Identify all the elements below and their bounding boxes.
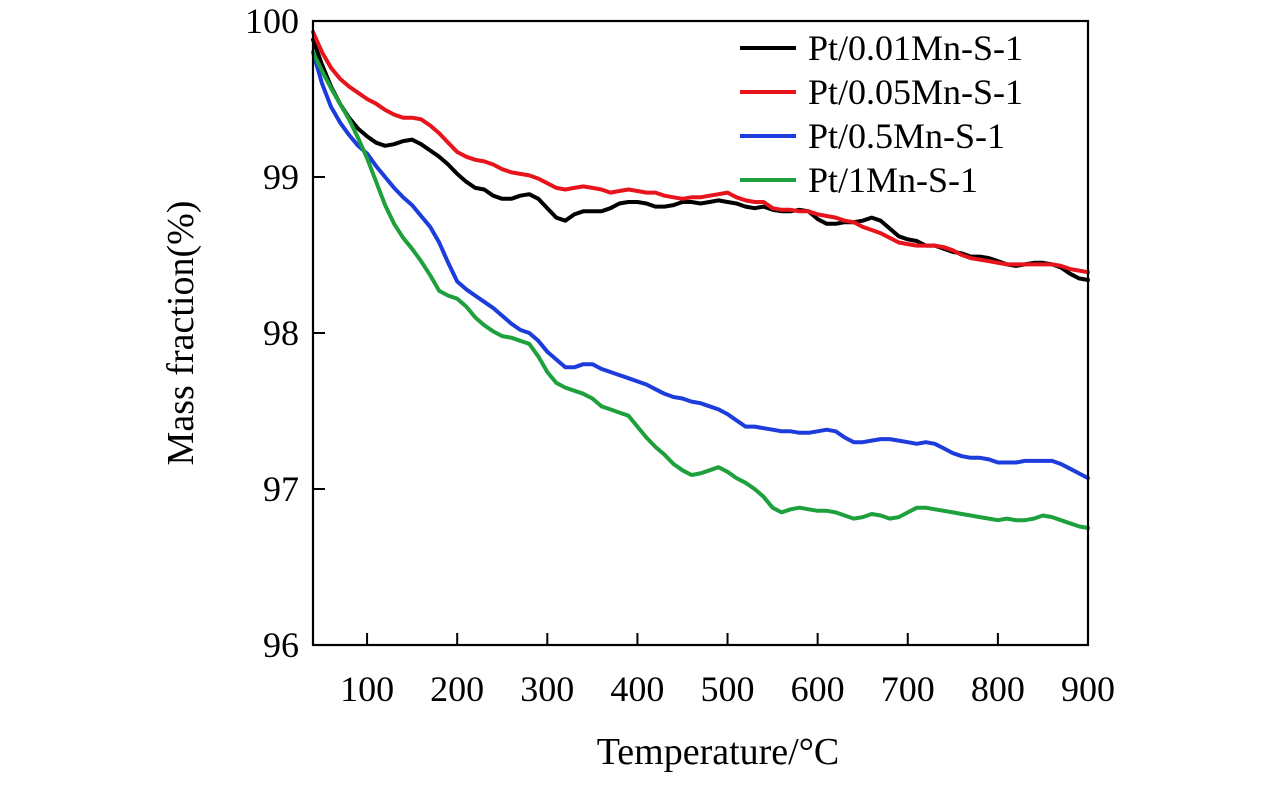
- x-axis-title: Temperature/°C: [597, 731, 840, 773]
- series-line-4: [311, 50, 1090, 530]
- plot-frame: [311, 19, 1090, 647]
- y-axis-ticks: 96 97 98 99 100: [245, 1, 325, 665]
- legend-label: Pt/1Mn-S-1: [808, 160, 978, 200]
- x-tick-label: 900: [1061, 669, 1115, 709]
- x-axis-ticks: 100 200 300 400 500 600 700 800 900: [340, 633, 1115, 709]
- x-tick-label: 300: [520, 669, 574, 709]
- x-tick-label: 200: [430, 669, 484, 709]
- series-line-3: [311, 50, 1090, 481]
- plot-lines: [311, 29, 1090, 530]
- legend-label: Pt/0.01Mn-S-1: [808, 28, 1023, 68]
- series-line-2: [311, 29, 1090, 275]
- y-tick-label: 99: [263, 157, 299, 197]
- y-tick-label: 98: [263, 313, 299, 353]
- x-tick-label: 700: [881, 669, 935, 709]
- legend-label: Pt/0.05Mn-S-1: [808, 72, 1023, 112]
- legend: Pt/0.01Mn-S-1Pt/0.05Mn-S-1Pt/0.5Mn-S-1Pt…: [740, 28, 1023, 200]
- x-tick-label: 400: [610, 669, 664, 709]
- x-tick-label: 800: [971, 669, 1025, 709]
- y-tick-label: 100: [245, 1, 299, 41]
- y-tick-label: 97: [263, 469, 299, 509]
- y-tick-label: 96: [263, 625, 299, 665]
- legend-label: Pt/0.5Mn-S-1: [808, 116, 1005, 156]
- x-tick-label: 600: [791, 669, 845, 709]
- y-axis-title: Mass fraction(%): [160, 201, 202, 466]
- x-tick-label: 100: [340, 669, 394, 709]
- x-tick-label: 500: [701, 669, 755, 709]
